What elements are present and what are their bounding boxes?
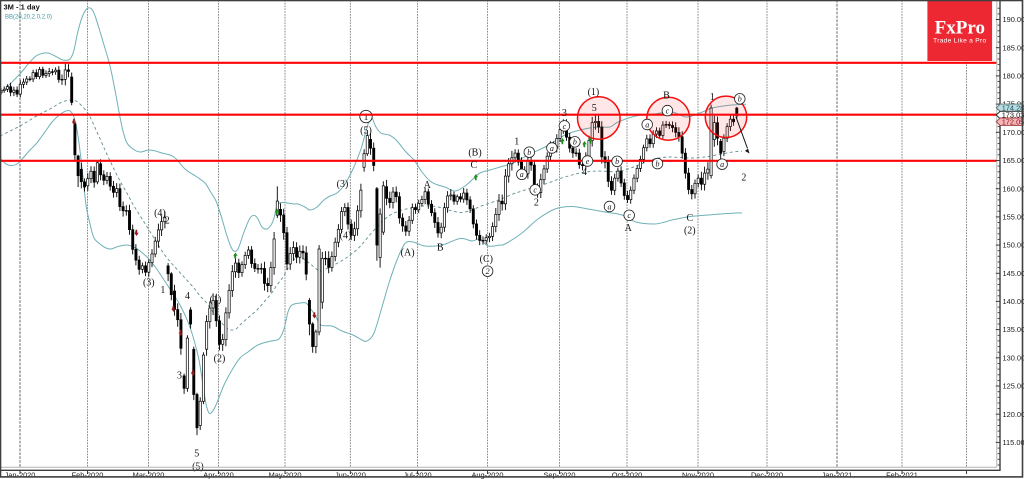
svg-text:190.00: 190.00 [1003, 15, 1024, 24]
svg-text:B: B [437, 242, 444, 253]
svg-text:A: A [424, 180, 432, 191]
svg-text:165.00: 165.00 [1003, 156, 1024, 165]
svg-text:2: 2 [165, 215, 170, 226]
svg-text:130.00: 130.00 [1003, 353, 1024, 362]
svg-text:115.00: 115.00 [1003, 438, 1024, 447]
svg-text:b: b [573, 138, 577, 147]
svg-text:2: 2 [486, 267, 490, 276]
svg-text:(1): (1) [588, 87, 600, 98]
svg-text:135.00: 135.00 [1003, 325, 1024, 334]
svg-text:155.00: 155.00 [1003, 213, 1024, 222]
svg-text:Apr-2020: Apr-2020 [203, 471, 233, 479]
svg-text:a: a [550, 144, 554, 153]
svg-text:A: A [625, 223, 633, 234]
svg-text:3M - 1 day: 3M - 1 day [4, 3, 41, 12]
svg-text:c: c [563, 122, 567, 131]
svg-text:c: c [627, 211, 631, 220]
svg-text:3: 3 [177, 371, 182, 382]
svg-text:May-2020: May-2020 [269, 471, 302, 479]
svg-text:2: 2 [534, 198, 539, 209]
svg-text:b: b [656, 160, 660, 169]
svg-text:(2): (2) [214, 354, 226, 365]
svg-text:150.00: 150.00 [1003, 241, 1024, 250]
svg-text:140.00: 140.00 [1003, 297, 1024, 306]
svg-text:173.03: 173.03 [1002, 111, 1024, 120]
svg-text:b: b [615, 157, 619, 166]
svg-text:(3): (3) [143, 277, 155, 288]
svg-text:174.28: 174.28 [1002, 104, 1024, 113]
svg-text:1: 1 [160, 285, 165, 296]
svg-text:BB(20,20,2.0,2.0): BB(20,20,2.0,2.0) [5, 15, 52, 21]
svg-text:Nov-2020: Nov-2020 [682, 471, 714, 479]
svg-text:3: 3 [562, 108, 567, 119]
svg-text:125.00: 125.00 [1003, 382, 1024, 391]
svg-text:1: 1 [710, 92, 715, 103]
svg-text:a: a [608, 202, 612, 211]
svg-text:(2): (2) [684, 225, 696, 236]
svg-text:Aug-2020: Aug-2020 [471, 471, 503, 479]
svg-text:C: C [470, 160, 477, 171]
svg-text:185.00: 185.00 [1003, 43, 1024, 52]
svg-text:160.00: 160.00 [1003, 184, 1024, 193]
svg-text:172.05: 172.05 [1002, 117, 1024, 126]
svg-text:Oct-2020: Oct-2020 [612, 471, 642, 479]
svg-text:(3): (3) [337, 179, 349, 190]
svg-text:5: 5 [592, 103, 597, 114]
svg-text:B: B [663, 90, 670, 101]
svg-text:2: 2 [741, 172, 746, 183]
svg-text:(4): (4) [340, 231, 352, 242]
svg-text:Jun-2020: Jun-2020 [335, 471, 366, 479]
svg-text:(C): (C) [480, 254, 493, 265]
svg-text:b: b [527, 148, 531, 157]
svg-text:FxPro: FxPro [935, 18, 985, 39]
svg-text:e: e [586, 157, 590, 166]
svg-text:b: b [738, 95, 742, 104]
svg-text:a: a [645, 120, 649, 129]
svg-text:(B): (B) [468, 148, 481, 159]
svg-text:120.00: 120.00 [1003, 410, 1024, 419]
svg-text:Jul-2020: Jul-2020 [403, 471, 431, 479]
svg-text:Mar-2020: Mar-2020 [133, 471, 165, 479]
svg-text:Jan-2020: Jan-2020 [5, 471, 36, 479]
svg-text:a: a [520, 170, 524, 179]
svg-text:Sep-2020: Sep-2020 [543, 471, 575, 479]
svg-text:a: a [720, 160, 724, 169]
svg-text:(4): (4) [154, 208, 166, 219]
svg-text:Jan-2021: Jan-2021 [822, 471, 853, 479]
svg-text:4: 4 [185, 291, 190, 302]
svg-text:Feb-2020: Feb-2020 [72, 471, 104, 479]
svg-text:c: c [666, 107, 670, 116]
svg-text:4: 4 [582, 167, 587, 178]
svg-text:170.00: 170.00 [1003, 128, 1024, 137]
svg-text:1: 1 [364, 113, 369, 123]
svg-text:c: c [533, 186, 537, 195]
svg-text:Trade Like a Pro: Trade Like a Pro [933, 38, 986, 45]
svg-text:1: 1 [514, 136, 519, 147]
svg-text:(A): (A) [401, 248, 415, 259]
svg-text:(5): (5) [360, 125, 372, 136]
svg-text:C: C [686, 213, 693, 224]
svg-text:145.00: 145.00 [1003, 269, 1024, 278]
svg-text:180.00: 180.00 [1003, 72, 1024, 81]
svg-text:(1): (1) [210, 294, 222, 305]
svg-text:5: 5 [194, 449, 199, 460]
svg-text:Dec-2020: Dec-2020 [751, 471, 783, 479]
svg-text:Feb-2021: Feb-2021 [886, 471, 918, 479]
